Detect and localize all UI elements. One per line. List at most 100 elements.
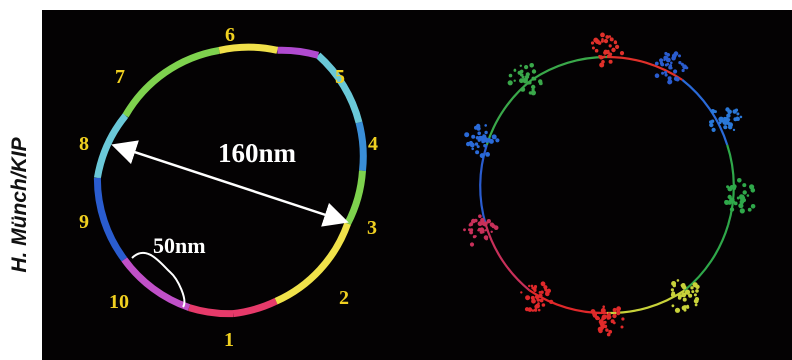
localization-dot bbox=[471, 135, 475, 139]
localization-dot bbox=[678, 61, 681, 64]
credit-strip: H. Münch/KIP bbox=[0, 0, 40, 360]
localization-dot bbox=[742, 183, 746, 187]
localization-dot bbox=[740, 208, 745, 213]
localization-dot bbox=[665, 64, 668, 67]
localization-dot bbox=[668, 66, 672, 70]
localization-dot bbox=[719, 121, 722, 124]
segment-number-7: 7 bbox=[115, 66, 125, 88]
localization-dot bbox=[726, 185, 729, 188]
ring-outline-arc-2 bbox=[682, 80, 727, 145]
localization-dot bbox=[492, 224, 496, 228]
localization-dot bbox=[683, 298, 687, 302]
localization-dot bbox=[478, 221, 483, 226]
localization-dot bbox=[655, 62, 659, 66]
localization-dot bbox=[695, 285, 699, 289]
localization-dot bbox=[614, 40, 617, 43]
localization-dot bbox=[617, 310, 620, 313]
localization-svg bbox=[422, 10, 792, 360]
localization-dot bbox=[598, 41, 602, 45]
localization-dot bbox=[601, 324, 606, 329]
localization-dot bbox=[730, 207, 734, 211]
localization-dot bbox=[463, 228, 466, 231]
localization-dot bbox=[740, 116, 743, 119]
localization-dot bbox=[520, 70, 524, 74]
localization-dot bbox=[671, 291, 675, 295]
localization-dot bbox=[655, 73, 660, 78]
localization-dot bbox=[664, 52, 667, 55]
localization-dot bbox=[527, 81, 530, 84]
localization-dot bbox=[607, 315, 612, 320]
localization-dot bbox=[675, 308, 680, 313]
localization-dot bbox=[526, 72, 530, 76]
localization-dot bbox=[469, 141, 473, 145]
localization-dot bbox=[711, 120, 714, 123]
ring-outline-arc-4 bbox=[685, 225, 729, 290]
localization-dot bbox=[694, 293, 697, 296]
localization-dot bbox=[621, 326, 624, 329]
localization-dot bbox=[474, 126, 478, 130]
localization-dot bbox=[620, 51, 624, 55]
localization-dot bbox=[613, 322, 616, 325]
localization-dot bbox=[534, 289, 537, 292]
localization-dot bbox=[723, 125, 727, 129]
segment-number-10: 10 bbox=[109, 291, 129, 313]
localization-dot bbox=[661, 72, 664, 75]
credit-label: H. Münch/KIP bbox=[8, 137, 32, 272]
localization-dot bbox=[479, 227, 484, 232]
localization-dot bbox=[712, 128, 716, 132]
localization-dot bbox=[664, 71, 667, 74]
ring-outline-arc-10 bbox=[532, 57, 607, 80]
localization-dot bbox=[749, 184, 754, 189]
localization-dot bbox=[747, 194, 750, 197]
localization-dot bbox=[470, 242, 474, 246]
localization-dot bbox=[695, 304, 698, 307]
arc-label: 50nm bbox=[153, 233, 206, 258]
localization-dot bbox=[525, 295, 530, 300]
localization-dot bbox=[737, 197, 740, 200]
ring-segment-6 bbox=[277, 50, 318, 55]
localization-dot bbox=[599, 55, 603, 59]
localization-dot bbox=[595, 49, 599, 53]
localization-dot bbox=[709, 123, 713, 127]
localization-dot bbox=[492, 134, 497, 139]
localization-dot bbox=[676, 77, 680, 81]
localization-dot bbox=[534, 78, 537, 81]
localization-dot bbox=[600, 33, 605, 38]
localization-dot bbox=[484, 131, 487, 134]
localization-dot bbox=[612, 314, 616, 318]
localization-dot bbox=[464, 132, 469, 137]
localization-dot bbox=[591, 41, 594, 44]
localization-dot bbox=[736, 117, 740, 121]
localization-dot bbox=[609, 44, 612, 47]
localization-dot bbox=[531, 285, 534, 288]
localization-dot bbox=[685, 66, 688, 69]
localization-dot bbox=[751, 204, 756, 209]
localization-dot bbox=[531, 299, 536, 304]
localization-dot bbox=[520, 73, 523, 76]
localization-dot bbox=[666, 58, 671, 63]
localization-dot bbox=[592, 47, 595, 50]
localization-dot bbox=[539, 291, 542, 294]
localization-dot bbox=[711, 109, 716, 114]
ring-segment-10 bbox=[97, 178, 124, 260]
localization-dot bbox=[538, 79, 542, 83]
localization-dot bbox=[621, 317, 624, 320]
localization-dot bbox=[691, 290, 694, 293]
localization-dot bbox=[610, 37, 614, 41]
ring-segment-8 bbox=[126, 50, 220, 115]
localization-dot bbox=[592, 312, 597, 317]
localization-dot bbox=[514, 69, 517, 72]
localization-dot bbox=[475, 150, 479, 154]
localization-dot bbox=[678, 294, 682, 298]
localization-dot bbox=[483, 222, 488, 227]
ring-segment-3 bbox=[348, 171, 363, 224]
localization-dot bbox=[538, 309, 541, 312]
localization-dot bbox=[485, 229, 487, 231]
localization-dot bbox=[485, 237, 488, 240]
localization-dot bbox=[672, 54, 677, 59]
localization-dot bbox=[730, 185, 734, 189]
ring-segments bbox=[97, 47, 363, 314]
localization-dot bbox=[601, 40, 604, 43]
segment-number-5: 5 bbox=[335, 66, 345, 88]
localization-dot bbox=[609, 60, 613, 64]
